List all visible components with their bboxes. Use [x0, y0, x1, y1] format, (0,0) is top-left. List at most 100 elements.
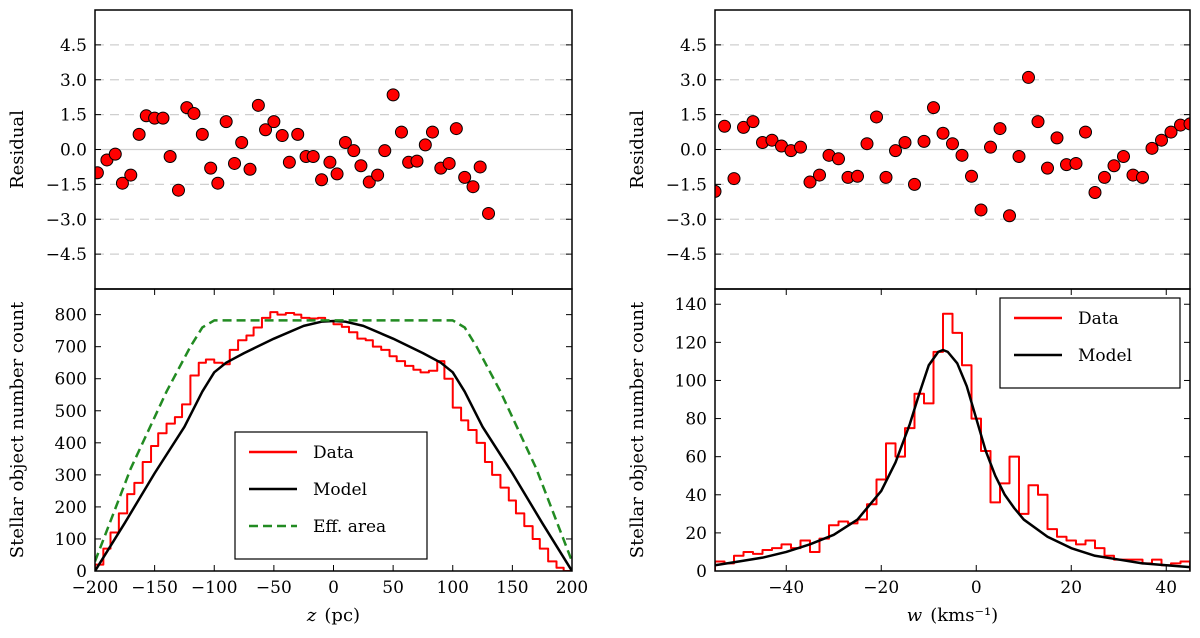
- residual-point: [282, 155, 296, 169]
- y-tick-label: −1.5: [46, 175, 87, 195]
- residual-point: [228, 156, 242, 170]
- y-tick-label: 800: [55, 306, 87, 326]
- y-tick-label: 0.0: [60, 141, 87, 161]
- y-tick-label: 0: [696, 562, 707, 582]
- y-axis-label: Residual: [7, 110, 28, 189]
- residual-point: [965, 169, 978, 183]
- legend: Data Model: [999, 297, 1181, 389]
- y-tick-label: 300: [55, 466, 87, 486]
- residual-point: [1107, 159, 1121, 173]
- residual-point: [870, 110, 883, 124]
- residual-point: [1031, 115, 1045, 129]
- x-tick-label: 0: [328, 578, 339, 598]
- residual-point: [984, 140, 997, 154]
- legend-label: Data: [313, 443, 354, 463]
- residual-point: [927, 101, 940, 115]
- residual-point: [1022, 70, 1035, 84]
- residual-point: [1098, 170, 1111, 184]
- x-tick-label: 150: [496, 578, 528, 598]
- x-axis-unit: (pc): [324, 605, 360, 626]
- residual-panel-w-residual: 4.5 3.0 1.5 0.0 −1.5 −3.0 −4.5 Residual: [627, 9, 1191, 290]
- residual-point: [1117, 149, 1130, 163]
- residual-point: [251, 98, 265, 112]
- residual-point: [267, 115, 281, 129]
- x-tick-label: −40: [768, 578, 804, 598]
- y-tick-label: 140: [675, 295, 707, 315]
- count-panel-w-count: 0 20 40 60 80 100 120 140 −40 −20 0 20 40 Stellar obj…: [627, 288, 1191, 626]
- residual-point: [323, 155, 337, 169]
- x-tick-label: −150: [131, 578, 178, 598]
- x-tick-label: 100: [437, 578, 469, 598]
- series-model: [715, 348, 1190, 569]
- residual-point: [936, 126, 950, 140]
- y-tick-label: 4.5: [680, 36, 707, 56]
- residual-point: [898, 136, 912, 150]
- y-tick-label: −3.0: [46, 210, 87, 230]
- residual-point: [418, 138, 432, 152]
- y-tick-label: −1.5: [666, 175, 707, 195]
- y-axis-label: Stellar object number count: [627, 301, 648, 558]
- residual-point: [219, 115, 233, 129]
- y-tick-label: 600: [55, 370, 87, 390]
- y-tick-label: 3.0: [60, 71, 87, 91]
- residual-point: [156, 111, 170, 125]
- residual-point: [889, 144, 902, 158]
- y-tick-label: 500: [55, 402, 87, 422]
- y-tick-label: 60: [685, 448, 707, 468]
- residual-point: [794, 140, 807, 154]
- y-tick-label: 0: [76, 562, 87, 582]
- y-tick-label: 80: [685, 410, 707, 430]
- residual-point: [1145, 141, 1159, 155]
- residual-point: [95, 166, 104, 180]
- residual-point: [347, 144, 361, 158]
- x-tick-label: 0: [971, 578, 982, 598]
- residual-point: [354, 159, 368, 173]
- y-tick-label: −4.5: [46, 245, 87, 265]
- residual-point: [235, 136, 249, 150]
- y-tick-label: −3.0: [666, 210, 707, 230]
- residual-point: [737, 120, 750, 134]
- residual-point: [458, 170, 472, 184]
- x-tick-label: 20: [1060, 578, 1082, 598]
- residual-point: [1003, 209, 1016, 223]
- residual-point: [473, 160, 487, 174]
- y-tick-label: 700: [55, 338, 87, 358]
- residual-point: [315, 173, 329, 187]
- residual-point: [946, 137, 959, 151]
- residual-point: [330, 167, 344, 181]
- y-tick-label: 0.0: [680, 141, 707, 161]
- residual-point: [993, 122, 1007, 136]
- residual-point: [362, 175, 376, 189]
- y-tick-label: 40: [685, 486, 707, 506]
- residual-point: [338, 136, 352, 150]
- residual-point: [1041, 161, 1054, 175]
- residual-point: [243, 162, 257, 176]
- residual-point: [718, 119, 731, 133]
- legend-label: Model: [1078, 346, 1132, 366]
- residual-points: [715, 70, 1190, 223]
- x-tick-label: 50: [382, 578, 404, 598]
- residual-point: [955, 148, 969, 162]
- plot-frame: [714, 288, 1191, 572]
- residual-point: [386, 88, 400, 102]
- residual-point: [746, 115, 760, 129]
- residual-point: [727, 172, 741, 186]
- x-axis-label: z (pc): [306, 605, 360, 626]
- residual-point: [171, 183, 185, 197]
- residual-point: [1183, 117, 1190, 131]
- residual-point: [803, 175, 817, 189]
- residual-point: [1164, 125, 1178, 139]
- series-data: [715, 312, 1190, 571]
- residual-point: [442, 156, 456, 170]
- y-tick-label: 3.0: [680, 71, 707, 91]
- residual-point: [917, 134, 931, 148]
- residual-point: [1088, 186, 1102, 200]
- residual-point: [394, 125, 408, 139]
- legend-label: Model: [313, 480, 367, 500]
- residual-point: [410, 154, 424, 168]
- residual-point: [1050, 131, 1064, 145]
- residual-point: [306, 149, 320, 163]
- y-tick-label: 100: [55, 530, 87, 550]
